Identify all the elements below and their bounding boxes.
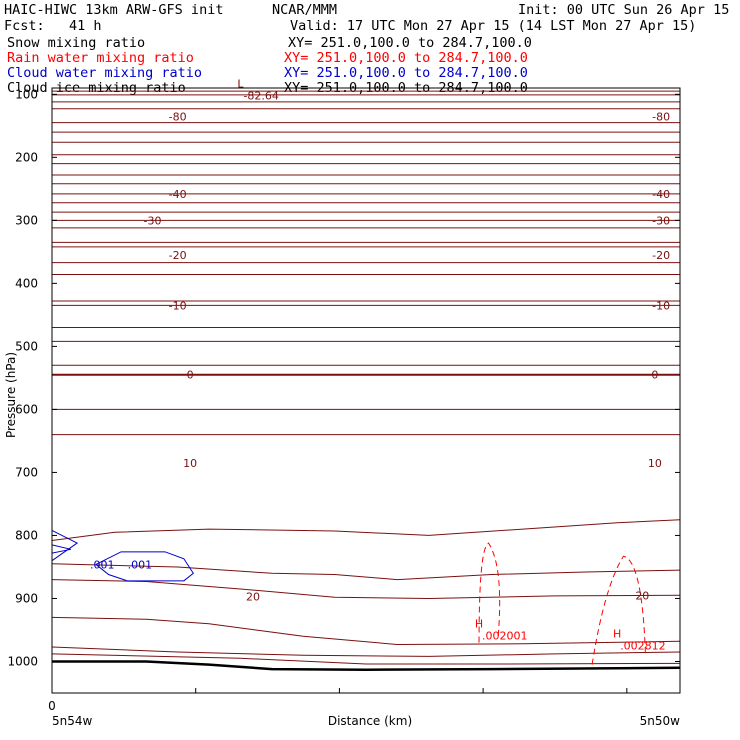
temperature-label: -20	[652, 249, 670, 262]
y-tick-label: 100	[15, 87, 38, 101]
temperature-label: -40	[652, 188, 670, 201]
y-tick-label: 900	[15, 591, 38, 605]
cloud-water-label: .001	[128, 558, 153, 571]
extremum-marker: L	[237, 77, 244, 90]
forecast-hour: Fcst: 41 h	[4, 18, 102, 34]
x-left-location: 5n54w	[52, 714, 93, 728]
temperature-label: -10	[652, 299, 670, 312]
y-tick-label: 700	[15, 465, 38, 479]
y-axis-label: Pressure (hPa)	[4, 352, 18, 438]
cloud-water-label: .001	[90, 558, 115, 571]
contour-labels: -80 -80 -40 -40 -30 -30 -20 -20 -10 -10 0 0 10 10 20 20…	[90, 77, 670, 652]
temperature-label: -30	[652, 214, 670, 227]
terrain-line	[52, 660, 681, 671]
temperature-contour	[51, 579, 681, 600]
temperature-label: 10	[183, 457, 197, 470]
valid-time: Valid: 17 UTC Mon 27 Apr 15 (14 LST Mon …	[290, 18, 697, 34]
temperature-contour	[51, 616, 681, 646]
y-tick-label: 200	[15, 150, 38, 164]
field-name-cloud-water: Cloud water mixing ratio	[7, 65, 203, 81]
y-tick-label: 800	[15, 528, 38, 542]
temperature-label: -30	[143, 214, 161, 227]
x-right-location: 5n50w	[640, 714, 681, 728]
y-tick-label: 400	[15, 276, 38, 290]
extremum-value: -82.64	[243, 89, 278, 102]
temperature-label: -80	[652, 110, 670, 123]
field-xy-cloud-water: XY= 251.0,100.0 to 284.7,100.0	[284, 65, 528, 81]
temperature-contour	[51, 563, 681, 581]
extremum-marker: H	[613, 628, 621, 641]
y-tick-label: 1000	[7, 654, 38, 668]
cloud-water-contour	[95, 551, 194, 582]
temperature-label: 0	[187, 369, 194, 382]
init-time: Init: 00 UTC Sun 26 Apr 15	[518, 2, 730, 18]
temperature-label: -10	[169, 299, 187, 312]
temperature-contours	[51, 90, 681, 671]
field-name-snow: Snow mixing ratio	[7, 35, 146, 51]
title-left: HAIC-HIWC 13km ARW-GFS init	[4, 2, 224, 18]
field-xy-snow: XY= 251.0,100.0 to 284.7,100.0	[288, 35, 532, 51]
y-tick-label: 500	[15, 339, 38, 353]
rain-contour	[478, 542, 501, 643]
temperature-label: -40	[169, 188, 187, 201]
y-tick-label: 300	[15, 213, 38, 227]
x-origin-tick-label: 0	[48, 699, 56, 713]
temperature-label: -20	[169, 249, 187, 262]
temperature-label: 20	[635, 589, 649, 602]
temperature-label: 0	[651, 369, 658, 382]
temperature-label: 20	[246, 591, 260, 604]
y-tick-label: 600	[15, 402, 38, 416]
field-name-rain: Rain water mixing ratio	[7, 50, 194, 66]
plot-frame	[51, 87, 681, 694]
extremum-value: .002001	[482, 630, 528, 643]
extremum-value: .002812	[620, 640, 666, 653]
temperature-label: 10	[648, 457, 662, 470]
temperature-contour	[51, 646, 681, 657]
temperature-contour	[51, 653, 681, 665]
cloud-water-contour	[51, 544, 71, 554]
field-xy-rain: XY= 251.0,100.0 to 284.7,100.0	[284, 50, 528, 66]
org-label: NCAR/MMM	[272, 2, 338, 18]
temperature-label: -80	[169, 110, 187, 123]
extremum-marker: H	[475, 618, 483, 631]
x-axis-label: Distance (km)	[328, 714, 412, 728]
rain-contour	[591, 555, 646, 665]
cloud-water-contour	[51, 529, 79, 562]
temperature-contour	[51, 519, 681, 541]
